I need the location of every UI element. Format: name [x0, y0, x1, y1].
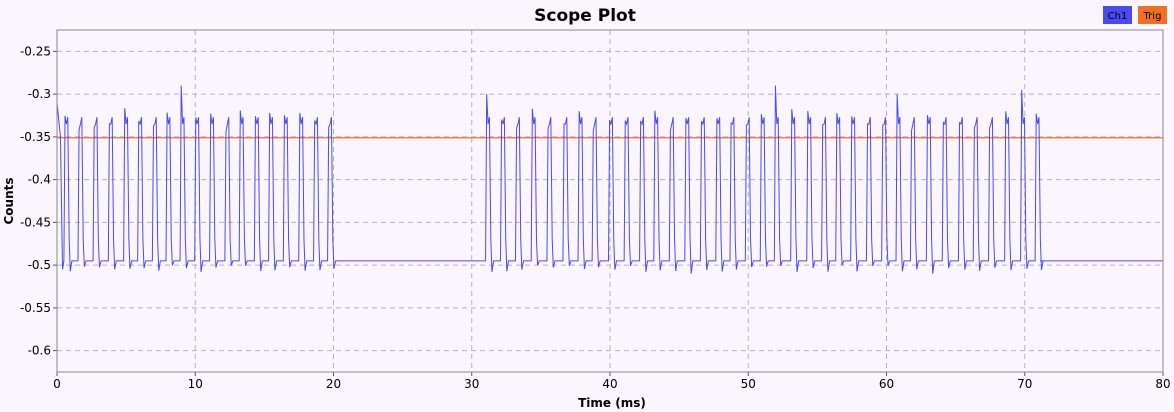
legend-trig-label: Trig — [1143, 11, 1162, 22]
y-tick-label: -0.55 — [20, 301, 51, 315]
series-ch1-line — [56, 85, 1163, 274]
y-tick-label: -0.25 — [20, 44, 51, 58]
tick-labels: 0 10 20 30 40 50 60 70 80 -0.25 -0.3 -0.35 -0.4 -0.45… — [20, 44, 1171, 391]
x-axis-label: Time (ms) — [578, 396, 646, 410]
chart-title: Scope Plot — [534, 6, 636, 26]
legend-ch1-label: Ch1 — [1108, 11, 1128, 22]
legend: Ch1 Trig — [1103, 6, 1167, 24]
y-tick-label: -0.6 — [28, 344, 51, 358]
y-axis-label: Counts — [2, 177, 16, 224]
legend-trig-swatch — [1138, 6, 1167, 24]
x-tick-label: 40 — [602, 377, 617, 391]
x-tick-label: 0 — [53, 377, 61, 391]
y-tick-label: -0.5 — [28, 258, 51, 272]
y-tick-label: -0.4 — [28, 173, 51, 187]
x-tick-label: 50 — [741, 377, 756, 391]
legend-ch1-swatch — [1103, 6, 1132, 24]
y-tick-label: -0.3 — [28, 87, 51, 101]
x-tick-label: 20 — [326, 377, 341, 391]
y-tick-label: -0.35 — [20, 130, 51, 144]
x-tick-label: 10 — [188, 377, 203, 391]
x-tick-label: 60 — [879, 377, 894, 391]
x-tick-label: 70 — [1017, 377, 1032, 391]
x-tick-label: 30 — [464, 377, 479, 391]
y-tick-label: -0.45 — [20, 215, 51, 229]
x-tick-label: 80 — [1155, 377, 1170, 391]
plot-frame — [56, 29, 1164, 373]
series-layer — [56, 85, 1163, 274]
